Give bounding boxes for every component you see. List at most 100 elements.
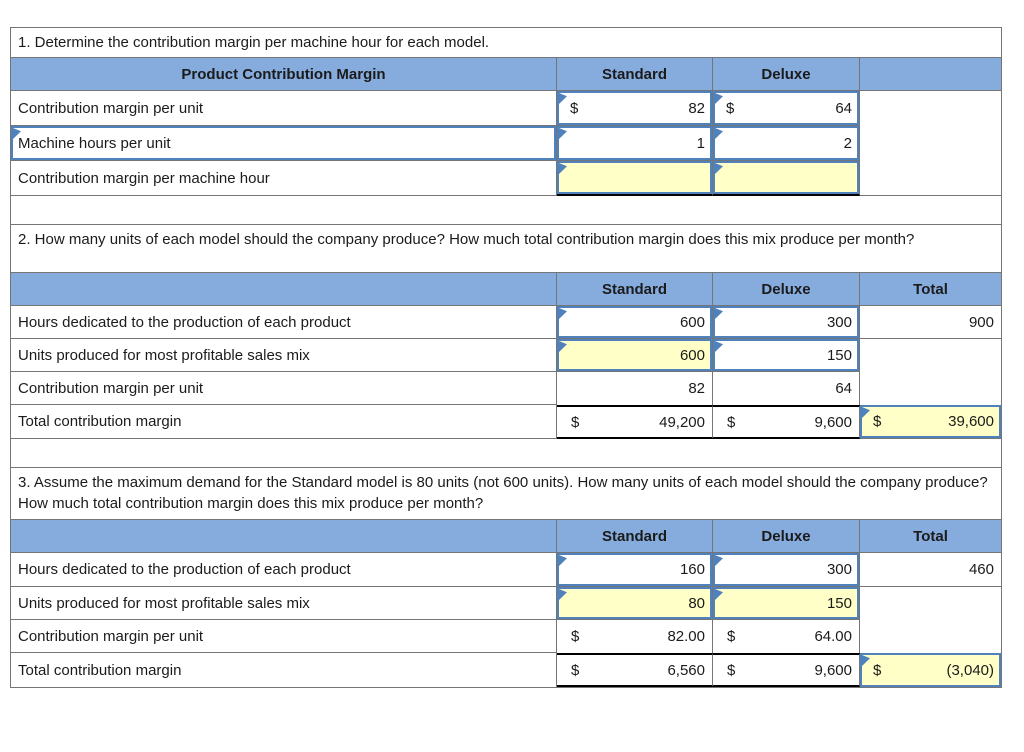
question-3-title: 3. Assume the maximum demand for the Sta… <box>11 468 1001 520</box>
currency-symbol: $ <box>571 661 580 679</box>
value: 80 <box>688 594 705 612</box>
s2-units-standard-cell: 600 <box>557 339 713 372</box>
currency-symbol: $ <box>571 413 580 431</box>
s1-mh-per-unit-standard-cell: 1 <box>557 126 713 161</box>
table1-header-standard: Standard <box>557 58 713 91</box>
s1-cm-per-mh-deluxe-input[interactable] <box>713 161 859 194</box>
s1-cm-per-unit-standard-input[interactable]: $ 82 <box>557 91 712 125</box>
row-label-cm-per-unit: Contribution margin per unit <box>11 91 557 126</box>
s2-hours-deluxe-input[interactable]: 300 <box>713 306 859 338</box>
table2-total-column-blank <box>860 339 1001 405</box>
s3-hours-deluxe-cell: 300 <box>713 553 860 587</box>
table2-header-blank <box>11 273 557 306</box>
table2-header-total: Total <box>860 273 1001 306</box>
table1-header-label: Product Contribution Margin <box>11 58 557 91</box>
s2-total-cm-total-input[interactable]: $ 39,600 <box>860 405 1001 438</box>
answer-marker-icon <box>559 341 567 352</box>
s1-cm-per-mh-standard-cell <box>557 161 713 196</box>
currency-symbol: $ <box>727 413 736 431</box>
s3-units-standard-input[interactable]: 80 <box>557 587 712 619</box>
s2-units-deluxe-input[interactable]: 150 <box>713 339 859 371</box>
s1-mh-per-unit-label-input[interactable]: Machine hours per unit <box>11 126 556 160</box>
row-label-total-cm-3: Total contribution margin <box>11 653 557 687</box>
value: 6,560 <box>667 661 705 679</box>
value: 82.00 <box>667 628 705 645</box>
s2-total-cm-total-cell: $ 39,600 <box>860 405 1001 439</box>
value: 1 <box>696 134 705 152</box>
s2-cm-unit-standard: 82 <box>557 372 713 405</box>
value: 9,600 <box>814 413 852 431</box>
table3-header-total: Total <box>860 520 1001 553</box>
s1-mh-per-unit-deluxe-input[interactable]: 2 <box>713 126 859 160</box>
value: 64.00 <box>814 628 852 645</box>
value: 39,600 <box>948 413 994 430</box>
row-label-cm-per-unit-3: Contribution margin per unit <box>11 620 557 653</box>
s1-cm-per-mh-deluxe-cell <box>713 161 860 196</box>
s3-cm-unit-deluxe: $ 64.00 <box>713 620 860 653</box>
answer-marker-icon <box>862 407 870 418</box>
s2-hours-total: 900 <box>860 306 1001 339</box>
s3-hours-standard-input[interactable]: 160 <box>557 553 712 586</box>
value: 300 <box>826 561 852 578</box>
s3-total-cm-total-cell: $ (3,040) <box>860 653 1001 687</box>
s3-hours-deluxe-input[interactable]: 300 <box>713 553 859 586</box>
question-1-title: 1. Determine the contribution margin per… <box>11 28 1001 58</box>
row-label-total-cm-2: Total contribution margin <box>11 405 557 439</box>
value: 300 <box>826 313 852 331</box>
blank-row <box>11 196 1001 225</box>
value: 150 <box>826 346 852 364</box>
s2-units-standard-input[interactable]: 600 <box>557 339 712 371</box>
worksheet: 1. Determine the contribution margin per… <box>10 27 1002 688</box>
table1-header-blank <box>860 58 1001 91</box>
currency-symbol: $ <box>726 99 735 117</box>
s3-cm-unit-standard: $ 82.00 <box>557 620 713 653</box>
row-label-mh-per-unit: Machine hours per unit <box>18 134 171 152</box>
answer-marker-icon <box>862 655 870 666</box>
blank-row <box>11 439 1001 468</box>
s3-total-cm-total-input[interactable]: $ (3,040) <box>860 653 1001 687</box>
s3-units-deluxe-cell: 150 <box>713 587 860 620</box>
answer-marker-icon <box>715 128 723 139</box>
s1-cm-per-mh-standard-input[interactable] <box>557 161 712 194</box>
table3-header-blank <box>11 520 557 553</box>
s1-mh-per-unit-label-cell: Machine hours per unit <box>11 126 557 161</box>
table2-header-deluxe: Deluxe <box>713 273 860 306</box>
answer-marker-icon <box>13 128 21 139</box>
table3-header-standard: Standard <box>557 520 713 553</box>
answer-marker-icon <box>559 555 567 566</box>
value: 600 <box>679 346 705 364</box>
currency-symbol: $ <box>570 99 579 117</box>
s2-hours-standard-input[interactable]: 600 <box>557 306 712 338</box>
table1-blank-column <box>860 91 1001 196</box>
value: 64 <box>835 99 852 117</box>
s2-total-cm-deluxe: $ 9,600 <box>713 405 860 439</box>
s1-mh-per-unit-standard-input[interactable]: 1 <box>557 126 712 160</box>
row-label-hours-dedicated-3: Hours dedicated to the production of eac… <box>11 553 557 587</box>
s3-total-cm-deluxe: $ 9,600 <box>713 653 860 687</box>
table-best-sales-mix: Standard Deluxe Total Hours dedicated to… <box>11 273 1001 439</box>
value: 150 <box>826 594 852 612</box>
s1-cm-per-unit-deluxe-input[interactable]: $ 64 <box>713 91 859 125</box>
row-label-units-produced: Units produced for most profitable sales… <box>11 339 557 372</box>
s3-total-cm-standard: $ 6,560 <box>557 653 713 687</box>
table3-total-column-blank <box>860 587 1001 653</box>
row-label-cm-per-unit-2: Contribution margin per unit <box>11 372 557 405</box>
answer-marker-icon <box>715 589 723 600</box>
s3-hours-standard-cell: 160 <box>557 553 713 587</box>
answer-marker-icon <box>715 555 723 566</box>
s3-units-deluxe-input[interactable]: 150 <box>713 587 859 619</box>
s3-units-standard-cell: 80 <box>557 587 713 620</box>
table2-header-standard: Standard <box>557 273 713 306</box>
value: 49,200 <box>659 413 705 431</box>
s3-hours-total: 460 <box>860 553 1001 587</box>
currency-symbol: $ <box>873 413 882 430</box>
answer-marker-icon <box>715 93 723 104</box>
value: 600 <box>679 313 705 331</box>
answer-marker-icon <box>715 163 723 174</box>
currency-symbol: $ <box>727 661 736 679</box>
answer-marker-icon <box>559 93 567 104</box>
answer-marker-icon <box>559 308 567 319</box>
answer-marker-icon <box>559 128 567 139</box>
currency-symbol: $ <box>727 628 736 645</box>
table1-header-deluxe: Deluxe <box>713 58 860 91</box>
